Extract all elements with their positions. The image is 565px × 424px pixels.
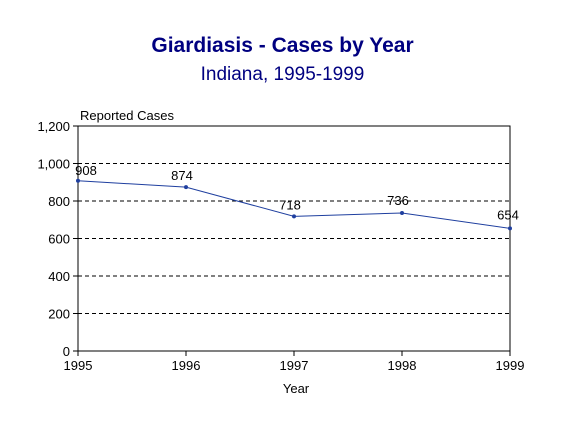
x-tick-label: 1998 <box>388 358 417 373</box>
data-point <box>508 226 512 231</box>
x-tick-label: 1995 <box>64 358 93 373</box>
y-tick-label: 200 <box>48 307 70 322</box>
data-point <box>400 211 404 215</box>
data-label: 908 <box>75 163 97 178</box>
x-tick-label: 1996 <box>172 358 201 373</box>
y-tick-label: 600 <box>48 232 70 247</box>
data-point <box>76 178 80 183</box>
data-label: 736 <box>387 193 409 208</box>
x-tick-label: 1999 <box>496 358 525 373</box>
data-point <box>184 185 188 190</box>
chart-subtitle: Indiana, 1995-1999 <box>200 64 365 85</box>
y-tick-label: 400 <box>48 269 70 284</box>
x-axis-label: Year <box>283 381 310 396</box>
y-tick-label: 1,000 <box>37 157 70 172</box>
y-tick-label: 0 <box>63 344 70 359</box>
chart-title: Giardiasis - Cases by Year <box>151 34 414 57</box>
data-label: 718 <box>279 197 301 212</box>
data-label: 654 <box>497 207 519 222</box>
x-tick-label: 1997 <box>280 358 309 373</box>
y-tick-label: 800 <box>48 194 70 209</box>
data-point <box>292 214 296 219</box>
data-label: 874 <box>171 168 193 183</box>
y-axis-label: Reported Cases <box>80 108 174 123</box>
y-tick-label: 1,200 <box>37 119 70 134</box>
